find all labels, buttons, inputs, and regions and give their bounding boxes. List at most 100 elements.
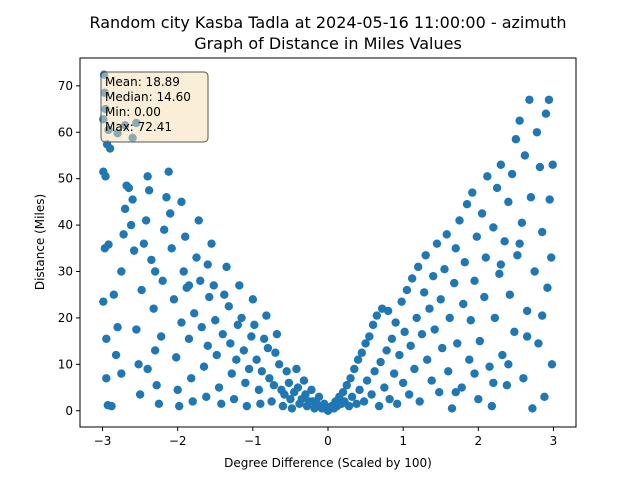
data-point — [144, 186, 154, 195]
data-point — [190, 309, 199, 318]
data-point — [169, 295, 179, 304]
data-point — [267, 397, 276, 406]
data-point — [496, 160, 506, 169]
data-point — [247, 332, 256, 341]
data-point — [502, 381, 512, 390]
data-point — [436, 295, 445, 304]
data-point — [199, 362, 209, 371]
data-point — [134, 360, 143, 369]
stats-box-background — [100, 71, 209, 143]
data-point — [248, 295, 258, 304]
data-point — [412, 313, 421, 323]
data-point — [205, 292, 214, 302]
data-point — [237, 313, 246, 323]
data-point — [537, 311, 547, 320]
data-point — [430, 325, 439, 334]
data-point — [451, 244, 460, 253]
data-point — [212, 350, 221, 360]
data-point — [355, 385, 364, 395]
data-point — [353, 355, 363, 364]
data-points — [99, 70, 557, 415]
y-tick-label: 60 — [58, 125, 73, 139]
data-point — [504, 360, 513, 369]
x-tick-label: 3 — [550, 434, 558, 448]
data-point — [242, 401, 252, 411]
y-tick-label: 40 — [58, 218, 73, 232]
data-point — [489, 223, 498, 232]
data-point — [544, 95, 554, 104]
data-point — [307, 385, 316, 395]
data-point — [376, 357, 385, 367]
data-point — [287, 404, 297, 413]
chart-title-line-1: Random city Kasba Tadla at 2024-05-16 11… — [89, 13, 566, 32]
stats-line: Median: 14.60 — [105, 90, 191, 104]
data-point — [468, 188, 477, 197]
data-point — [196, 276, 205, 285]
data-point — [117, 267, 126, 276]
data-point — [483, 172, 492, 181]
data-point — [489, 378, 498, 388]
data-point — [444, 367, 453, 376]
data-point — [470, 276, 479, 285]
data-point — [203, 341, 212, 350]
y-tick-label: 70 — [58, 79, 73, 93]
data-point — [440, 264, 449, 274]
data-point — [435, 387, 444, 397]
data-point — [517, 218, 527, 227]
data-point — [241, 378, 250, 388]
data-point — [504, 197, 513, 207]
data-point — [192, 253, 201, 262]
data-point — [257, 367, 267, 376]
y-tick-label: 20 — [58, 311, 73, 325]
data-point — [404, 390, 414, 399]
data-point — [402, 285, 412, 295]
data-point — [480, 292, 489, 302]
data-point — [109, 290, 119, 299]
data-point — [271, 348, 280, 357]
data-point — [154, 399, 164, 408]
data-point — [284, 378, 294, 388]
data-point — [347, 392, 357, 402]
data-point — [470, 369, 479, 378]
data-point — [111, 350, 121, 360]
data-point — [104, 240, 113, 249]
data-point — [265, 374, 274, 383]
data-point — [481, 253, 491, 262]
data-point — [314, 392, 324, 402]
data-point — [459, 299, 468, 309]
data-point — [232, 355, 241, 364]
data-point — [450, 278, 459, 288]
data-point — [457, 383, 466, 392]
data-point — [398, 378, 408, 388]
data-point — [407, 274, 417, 283]
data-point — [534, 339, 543, 348]
data-point — [227, 369, 237, 378]
data-point — [391, 318, 400, 327]
data-point — [427, 376, 436, 385]
data-point — [417, 329, 427, 339]
data-point — [177, 318, 186, 327]
data-point — [415, 397, 424, 406]
data-point — [99, 297, 108, 306]
data-point — [286, 394, 295, 404]
data-point — [400, 327, 409, 337]
data-point — [374, 401, 384, 411]
data-point — [357, 348, 367, 357]
y-tick-label: 10 — [58, 357, 73, 371]
data-point — [419, 288, 429, 297]
data-point — [406, 341, 415, 350]
data-point — [462, 200, 472, 209]
data-point — [350, 364, 359, 374]
data-point — [474, 394, 483, 404]
data-point — [530, 267, 539, 276]
data-point — [451, 387, 460, 397]
data-point — [167, 244, 176, 253]
data-point — [387, 334, 397, 344]
x-tick-label: 0 — [324, 434, 332, 448]
data-point — [352, 399, 361, 408]
data-point — [547, 360, 557, 369]
data-point — [165, 209, 175, 218]
